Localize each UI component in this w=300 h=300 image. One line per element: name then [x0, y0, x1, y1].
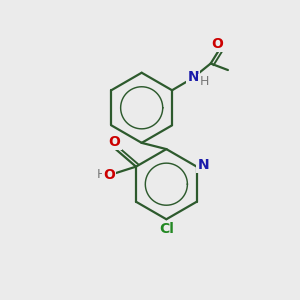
- Text: H: H: [97, 169, 106, 182]
- Text: N: N: [187, 70, 199, 84]
- Text: Cl: Cl: [160, 222, 174, 236]
- Text: H: H: [200, 75, 209, 88]
- Text: N: N: [197, 158, 209, 172]
- Text: O: O: [212, 37, 224, 51]
- Text: O: O: [103, 168, 115, 182]
- Text: O: O: [109, 135, 121, 149]
